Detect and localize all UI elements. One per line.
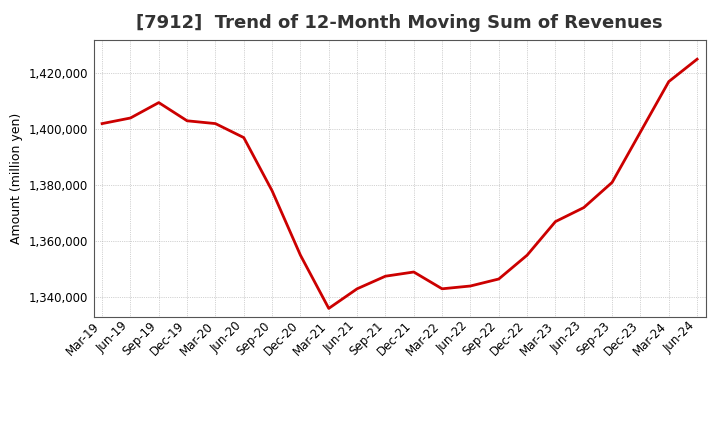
Y-axis label: Amount (million yen): Amount (million yen) — [10, 113, 23, 244]
Title: [7912]  Trend of 12-Month Moving Sum of Revenues: [7912] Trend of 12-Month Moving Sum of R… — [136, 15, 663, 33]
